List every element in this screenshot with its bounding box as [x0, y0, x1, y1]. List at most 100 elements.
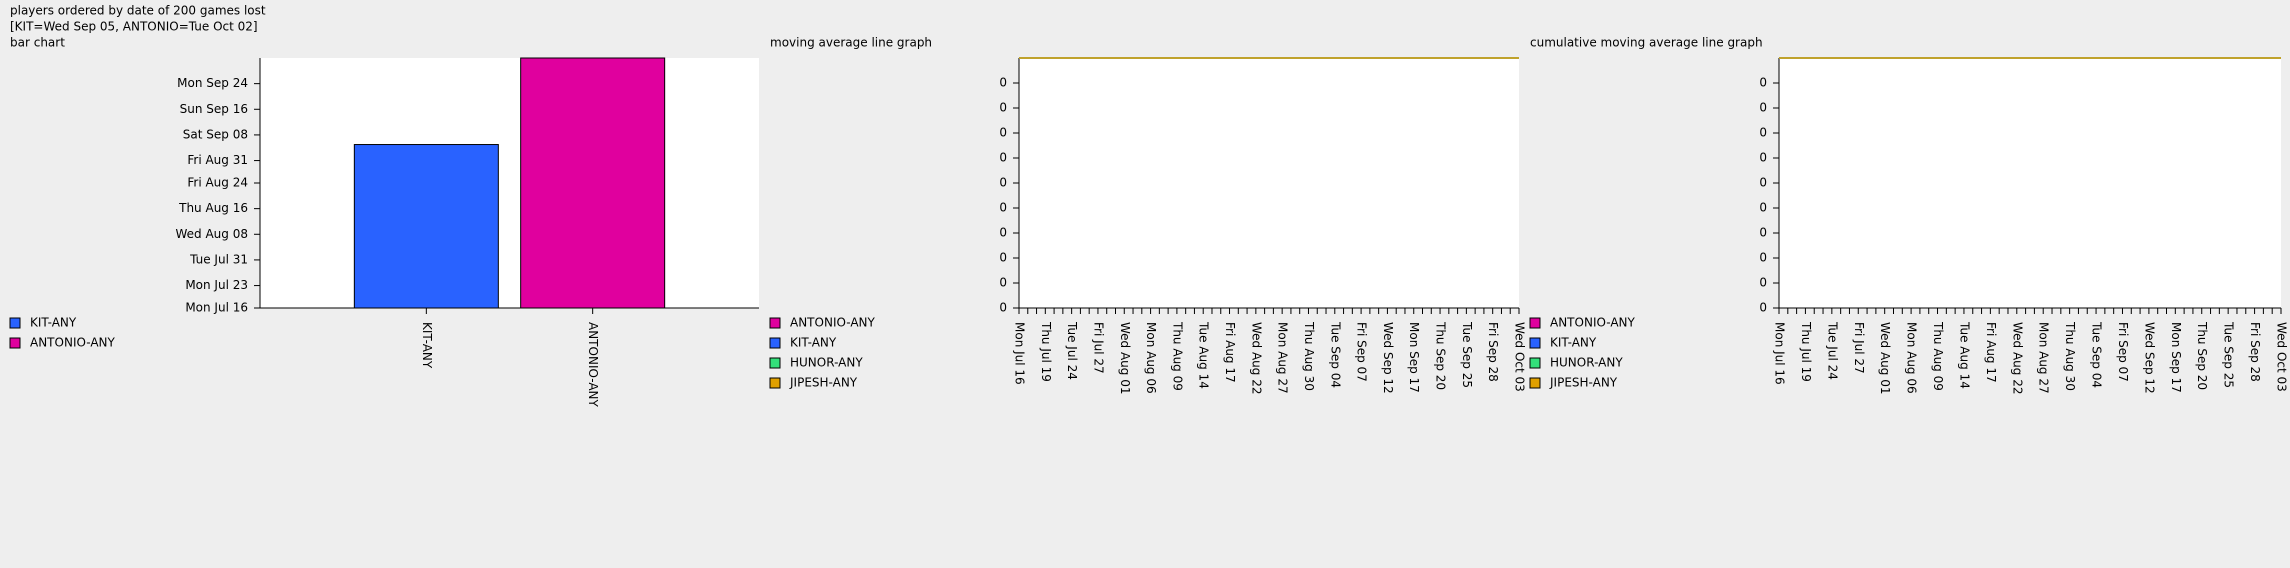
plot-area	[1779, 58, 2281, 308]
legend-swatch	[769, 377, 781, 389]
y-tick-label: 0	[999, 101, 1007, 115]
x-tick-label: Tue Sep 04	[2090, 321, 2104, 388]
x-tick-label: Mon Aug 27	[1276, 322, 1290, 394]
y-tick-label: 0	[1759, 126, 1767, 140]
y-tick-label: Wed Aug 08	[176, 227, 249, 241]
x-tick-label: Wed Aug 01	[1118, 322, 1132, 395]
x-tick-label: Mon Jul 16	[1013, 322, 1027, 385]
x-tick-label: Tue Sep 25	[1460, 321, 1474, 388]
x-tick-label: Tue Aug 14	[1197, 321, 1211, 389]
x-tick-label: Fri Jul 27	[1091, 322, 1105, 374]
x-tick-label: KIT-ANY	[420, 322, 434, 369]
y-tick-label: 0	[1759, 251, 1767, 265]
y-tick-label: 0	[999, 301, 1007, 315]
y-tick-label: 0	[1759, 276, 1767, 290]
x-tick-label: Thu Sep 20	[1434, 321, 1448, 390]
x-tick-label: Wed Sep 12	[2142, 322, 2156, 394]
y-tick-label: 0	[1759, 201, 1767, 215]
legend-swatch	[1529, 337, 1541, 349]
x-tick-label: Wed Aug 22	[1249, 322, 1263, 395]
legend-label: HUNOR-ANY	[790, 356, 863, 370]
legend-label: JIPESH-ANY	[1549, 376, 1618, 390]
legend-swatch	[9, 337, 21, 349]
x-tick-label: Mon Jul 16	[1773, 322, 1787, 385]
legend-label: ANTONIO-ANY	[30, 336, 116, 350]
legend-swatch	[1529, 377, 1541, 389]
x-tick-label: Tue Sep 25	[2222, 321, 2236, 388]
x-tick-label: Fri Sep 07	[2116, 322, 2130, 382]
plot-area	[1019, 58, 1519, 308]
legend-swatch	[769, 357, 781, 369]
y-tick-label: 0	[1759, 301, 1767, 315]
x-tick-label: Tue Jul 24	[1065, 321, 1079, 380]
x-tick-label: Mon Sep 17	[2169, 322, 2183, 393]
x-tick-label: Thu Aug 30	[1302, 321, 1316, 391]
legend-label: KIT-ANY	[30, 316, 77, 330]
x-tick-label: Mon Aug 27	[2037, 322, 2051, 394]
y-tick-label: Mon Jul 23	[185, 278, 248, 292]
x-tick-label: Tue Aug 14	[1957, 321, 1971, 389]
x-tick-label: Fri Jul 27	[1852, 322, 1866, 374]
x-tick-label: Mon Aug 06	[1144, 322, 1158, 394]
legend-swatch	[769, 317, 781, 329]
legend-label: JIPESH-ANY	[789, 376, 858, 390]
y-tick-label: 0	[999, 201, 1007, 215]
y-tick-label: 0	[1759, 226, 1767, 240]
y-tick-label: 0	[999, 151, 1007, 165]
y-tick-label: 0	[999, 276, 1007, 290]
x-tick-label: ANTONIO-ANY	[586, 322, 600, 408]
y-tick-label: 0	[999, 176, 1007, 190]
x-tick-label: Thu Aug 09	[1931, 321, 1945, 391]
chart-title: bar chart	[10, 36, 65, 50]
y-tick-label: 0	[1759, 101, 1767, 115]
y-tick-label: Mon Jul 16	[185, 301, 248, 315]
x-tick-label: Fri Aug 17	[1223, 322, 1237, 383]
y-tick-label: Tue Jul 31	[189, 252, 248, 266]
x-tick-label: Wed Oct 03	[2275, 322, 2289, 392]
x-tick-label: Thu Aug 30	[2063, 321, 2077, 391]
x-tick-label: Wed Sep 12	[1381, 322, 1395, 394]
y-tick-label: Fri Aug 24	[187, 176, 248, 190]
y-tick-label: 0	[999, 226, 1007, 240]
y-tick-label: 0	[999, 251, 1007, 265]
x-tick-label: Wed Aug 01	[1878, 322, 1892, 395]
legend-swatch	[1529, 357, 1541, 369]
legend-label: ANTONIO-ANY	[790, 316, 876, 330]
x-tick-label: Tue Sep 04	[1328, 321, 1342, 388]
legend-label: HUNOR-ANY	[1550, 356, 1623, 370]
bar	[353, 144, 499, 309]
x-tick-label: Mon Sep 17	[1407, 322, 1421, 393]
x-tick-label: Mon Aug 06	[1905, 322, 1919, 394]
x-tick-label: Thu Jul 19	[1039, 321, 1053, 382]
x-tick-label: Thu Jul 19	[1799, 321, 1813, 382]
legend-swatch	[1529, 317, 1541, 329]
y-tick-label: Mon Sep 24	[177, 76, 248, 90]
y-tick-label: Fri Aug 31	[187, 153, 248, 167]
x-tick-label: Wed Aug 22	[2010, 322, 2024, 395]
header-line: players ordered by date of 200 games los…	[10, 4, 266, 18]
legend-swatch	[769, 337, 781, 349]
legend-label: KIT-ANY	[1550, 336, 1597, 350]
y-tick-label: 0	[999, 76, 1007, 90]
y-tick-label: 0	[1759, 76, 1767, 90]
plot-area	[260, 58, 759, 308]
y-tick-label: Thu Aug 16	[178, 201, 248, 215]
chart-title: cumulative moving average line graph	[1530, 36, 1763, 50]
y-tick-label: 0	[1759, 176, 1767, 190]
x-tick-label: Fri Sep 07	[1355, 322, 1369, 382]
x-tick-label: Tue Jul 24	[1825, 321, 1839, 380]
legend-label: KIT-ANY	[790, 336, 837, 350]
x-tick-label: Fri Sep 28	[1486, 322, 1500, 382]
chart-title: moving average line graph	[770, 36, 932, 50]
y-tick-label: Sun Sep 16	[180, 102, 248, 116]
legend-label: ANTONIO-ANY	[1550, 316, 1636, 330]
x-tick-label: Thu Sep 20	[2195, 321, 2209, 390]
legend-swatch	[9, 317, 21, 329]
x-tick-label: Fri Aug 17	[1984, 322, 1998, 383]
header-line: [KIT=Wed Sep 05, ANTONIO=Tue Oct 02]	[10, 20, 258, 34]
bar	[520, 57, 666, 309]
y-tick-label: 0	[1759, 151, 1767, 165]
y-tick-label: 0	[999, 126, 1007, 140]
